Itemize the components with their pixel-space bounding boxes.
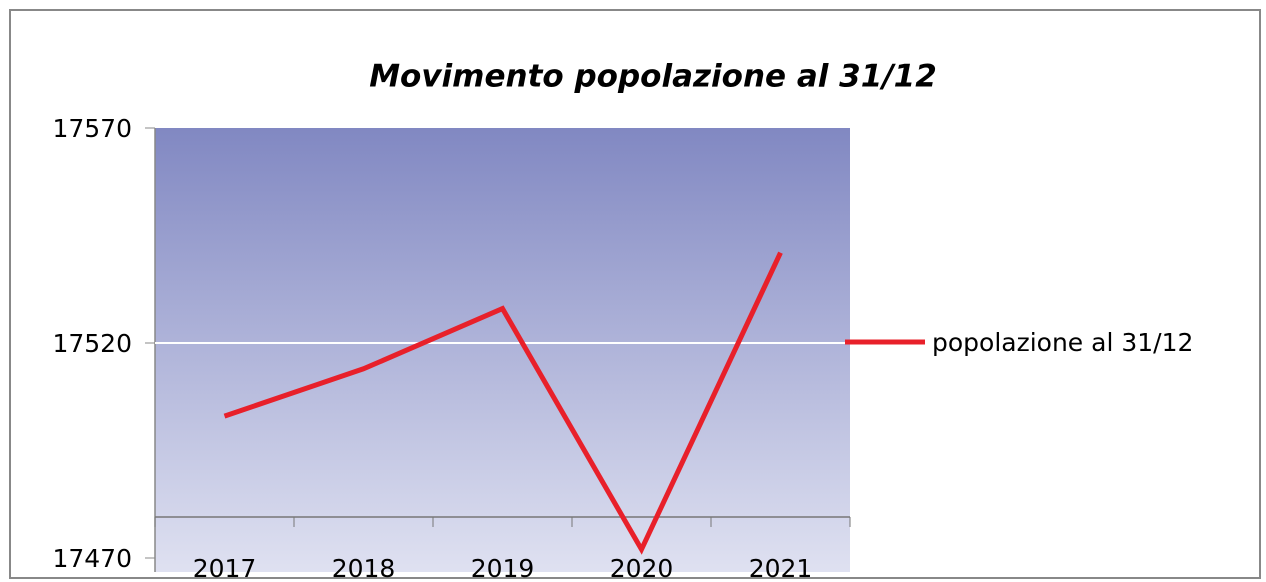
x-tick-label: 2020 [610,554,674,582]
y-tick-label: 17520 [52,329,132,358]
x-tick-label: 2017 [193,554,257,582]
legend-label: popolazione al 31/12 [932,328,1193,357]
y-tick-label: 17470 [52,544,132,573]
plot-area [155,128,850,572]
chart-title: Movimento popolazione al 31/12 [369,59,937,95]
x-tick-label: 2021 [749,554,813,582]
x-tick-label: 2018 [332,554,396,582]
y-tick-label: 17570 [52,114,132,143]
x-tick-label: 2019 [471,554,535,582]
series-line [223,251,783,555]
